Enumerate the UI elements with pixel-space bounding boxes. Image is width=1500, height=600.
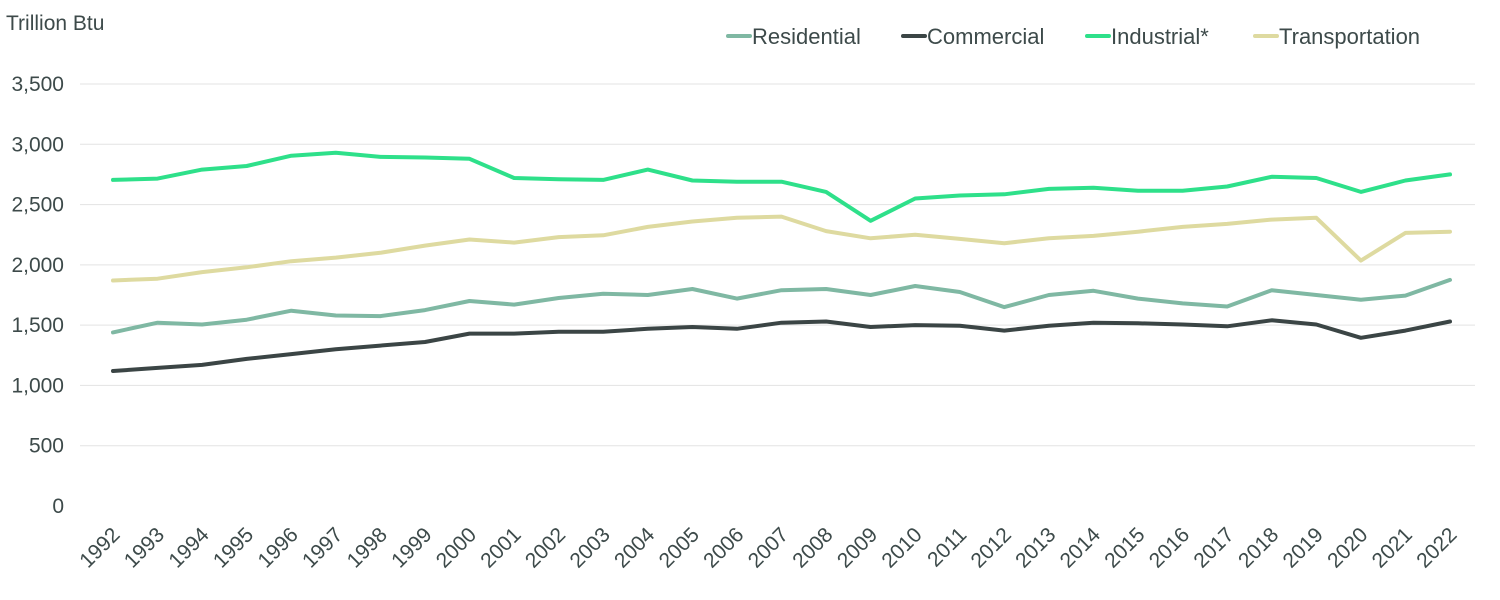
series-line-residential (111, 277, 1452, 335)
legend-label-industrial: Industrial* (1111, 24, 1209, 49)
x-tick-label: 2001 (476, 523, 525, 572)
x-tick-label: 2009 (833, 523, 882, 572)
y-tick-label: 3,500 (11, 73, 64, 96)
x-tick-label: 2019 (1279, 523, 1328, 572)
x-tick-label: 2022 (1412, 523, 1461, 572)
legend-label-transportation: Transportation (1279, 24, 1420, 49)
x-tick-label: 2018 (1234, 523, 1283, 572)
x-tick-label: 2007 (744, 523, 793, 572)
x-tick-label: 2006 (699, 523, 748, 572)
x-tick-label: 1993 (120, 523, 169, 572)
x-axis-ticks: 1992199319941995199619971998199920002001… (75, 523, 1461, 573)
series-lines (111, 150, 1452, 373)
x-tick-label: 1996 (254, 523, 303, 572)
x-tick-label: 2017 (1189, 523, 1238, 572)
y-axis-unit-label: Trillion Btu (6, 12, 104, 35)
x-tick-label: 2000 (432, 523, 481, 572)
x-tick-label: 2004 (610, 523, 660, 573)
x-tick-label: 2011 (923, 523, 971, 571)
x-tick-label: 2020 (1323, 523, 1372, 572)
x-tick-label: 2014 (1056, 523, 1106, 573)
x-tick-label: 2010 (877, 523, 926, 572)
x-tick-label: 1992 (75, 523, 124, 572)
x-tick-label: 2016 (1145, 523, 1194, 572)
x-tick-label: 1999 (387, 523, 436, 572)
x-tick-label: 1998 (343, 523, 392, 572)
x-tick-label: 2005 (655, 523, 704, 572)
x-tick-label: 2013 (1011, 523, 1060, 572)
series-line-commercial (111, 318, 1452, 373)
y-tick-label: 1,500 (11, 314, 64, 337)
y-tick-label: 1,000 (11, 374, 64, 397)
y-tick-label: 2,000 (11, 254, 64, 277)
y-tick-label: 500 (29, 435, 64, 458)
x-tick-label: 2002 (521, 523, 570, 572)
x-tick-label: 1997 (298, 523, 347, 572)
x-tick-label: 1995 (209, 523, 258, 572)
gridlines (80, 83, 1475, 447)
y-tick-label: 3,000 (11, 133, 64, 156)
y-axis-ticks: 0 500 1,000 1,500 2,000 2,500 3,000 3,500 (11, 73, 64, 518)
series-line-transportation (111, 214, 1452, 283)
y-tick-label: 0 (52, 495, 64, 518)
x-tick-label: 1994 (164, 523, 214, 573)
x-tick-label: 2021 (1368, 523, 1417, 572)
series-line-industrial (111, 150, 1452, 223)
x-tick-label: 2015 (1100, 523, 1149, 572)
legend-label-residential: Residential (752, 24, 861, 49)
legend: Residential Commercial Industrial* Transpor… (726, 24, 1420, 49)
x-tick-label: 2003 (565, 523, 614, 572)
y-tick-label: 2,500 (11, 194, 64, 217)
x-tick-label: 2008 (788, 523, 837, 572)
legend-label-commercial: Commercial (927, 24, 1044, 49)
x-tick-label: 2012 (967, 523, 1016, 572)
